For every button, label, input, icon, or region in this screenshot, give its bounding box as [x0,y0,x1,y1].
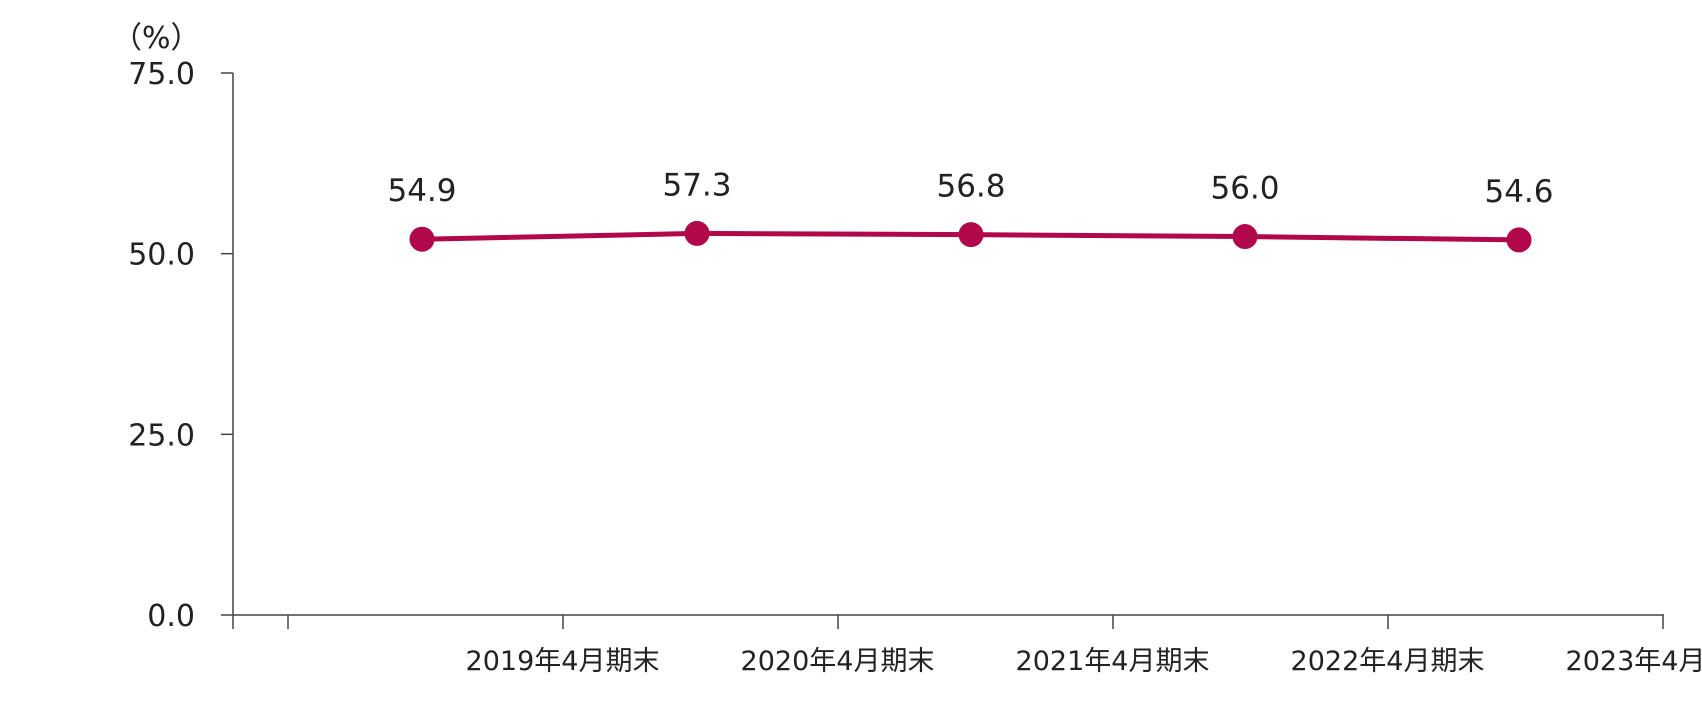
y-tick-label: 0.0 [147,599,195,634]
x-ticks: 2019年4月期末 2020年4月期末 2021年4月期末 2022年4月期末 2023… [232,615,1702,677]
x-category-label: 2019年4月期末 [466,646,660,677]
data-label: 54.6 [1484,174,1553,210]
x-category-label: 2022年4月期末 [1291,646,1485,677]
data-point [409,226,435,252]
data-label: 57.3 [662,167,731,203]
data-label: 56.8 [936,169,1005,205]
y-tick-label: 25.0 [128,418,195,453]
x-category-label: 2020年4月期末 [741,646,935,677]
data-label: 56.0 [1210,171,1279,207]
series-layer: 54.9 57.3 56.8 56.0 54.6 [387,167,1554,253]
y-tick-label: 75.0 [128,57,195,92]
data-point [958,222,984,248]
x-category-label: 2023年4月期末 [1566,646,1702,677]
data-point [1506,227,1532,253]
y-ticks: 0.0 25.0 50.0 75.0 [128,57,233,634]
x-category-label: 2021年4月期末 [1016,646,1210,677]
y-unit-label: （%） [112,21,201,56]
data-label: 54.9 [387,173,456,209]
data-point [1232,224,1258,250]
y-tick-label: 50.0 [128,238,195,273]
data-point [684,220,710,246]
